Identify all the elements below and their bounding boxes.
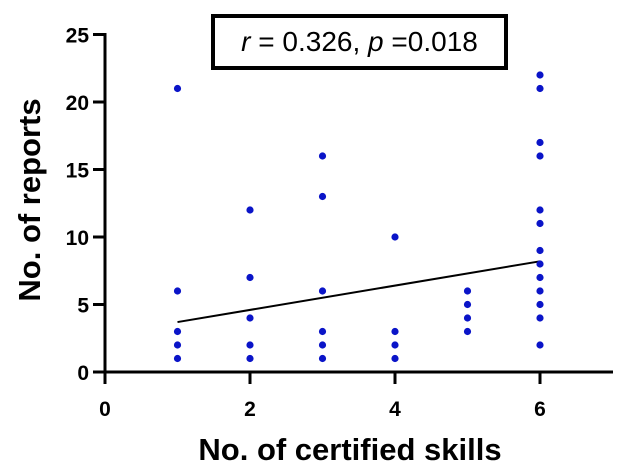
data-point (391, 341, 399, 349)
x-axis-title: No. of certified skills (198, 432, 501, 467)
data-point (463, 287, 472, 295)
y-tick-label: 15 (66, 160, 90, 183)
x-axis-ticks: 0 2 4 6 (99, 372, 546, 421)
data-point (536, 84, 544, 93)
y-tick-label: 5 (77, 295, 89, 318)
y-axis-title: No. of reports (12, 98, 47, 301)
data-point (246, 273, 254, 282)
data-point (463, 300, 472, 309)
data-point (536, 206, 544, 214)
data-point (173, 84, 182, 93)
regression-line (177, 260, 541, 324)
correlation-stats-box: r = 0.326 , p = 0.018 (211, 14, 508, 70)
y-axis-ticks: 0 5 10 15 20 25 (66, 25, 105, 385)
data-points (173, 71, 544, 363)
data-point (536, 246, 544, 255)
data-point (318, 354, 327, 363)
data-point (463, 327, 472, 336)
x-tick-label: 6 (534, 398, 546, 421)
y-tick-label: 0 (77, 362, 89, 385)
x-tick-label: 4 (389, 398, 401, 421)
x-tick-label: 2 (244, 398, 256, 421)
data-point (318, 287, 327, 295)
data-point (536, 260, 544, 268)
data-point (536, 152, 544, 160)
data-point (246, 314, 254, 322)
data-point (536, 138, 544, 147)
data-point (536, 314, 544, 322)
data-point (536, 287, 544, 295)
data-point (536, 273, 544, 282)
data-point (318, 152, 327, 160)
data-point (246, 206, 254, 214)
data-point (173, 327, 182, 336)
y-tick-label: 20 (66, 92, 89, 115)
data-point (536, 219, 544, 228)
data-point (391, 354, 399, 363)
r-symbol: r (241, 26, 251, 57)
data-point (536, 341, 544, 349)
data-point (318, 192, 327, 201)
data-point (391, 233, 399, 241)
y-tick-label: 10 (66, 227, 89, 250)
p-symbol: p (368, 26, 384, 57)
data-point (536, 71, 544, 79)
data-point (318, 341, 327, 349)
data-point (318, 327, 327, 336)
data-point (246, 354, 254, 363)
data-point (173, 341, 182, 349)
data-point (246, 341, 254, 349)
data-point (173, 354, 182, 363)
data-point (536, 300, 544, 309)
data-point (463, 314, 472, 322)
x-tick-label: 0 (99, 398, 111, 421)
y-tick-label: 25 (66, 25, 90, 48)
r-value: 0.326 (282, 26, 353, 57)
p-value: 0.018 (407, 26, 478, 57)
data-point (391, 327, 399, 336)
data-point (173, 287, 182, 295)
